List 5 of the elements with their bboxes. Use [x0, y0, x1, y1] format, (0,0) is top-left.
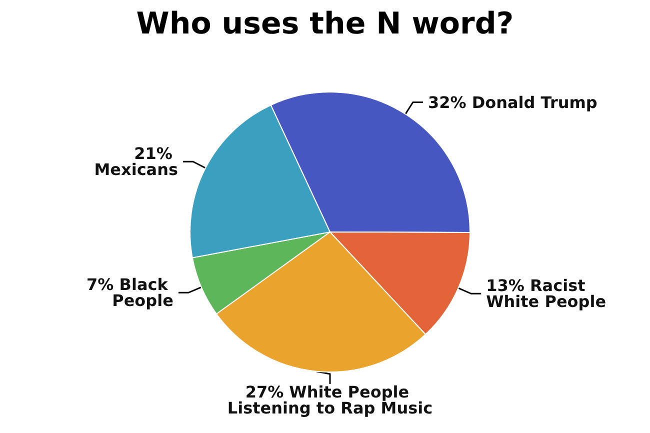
chart-title: Who uses the N word? [136, 6, 514, 42]
slice-label: 32% Donald Trump [428, 92, 598, 112]
slice-label: 13% Racist White People [486, 276, 606, 312]
slice-label: 27% White People Listening to Rap Music [227, 382, 433, 418]
slice-label: 7% Black People [86, 275, 174, 310]
